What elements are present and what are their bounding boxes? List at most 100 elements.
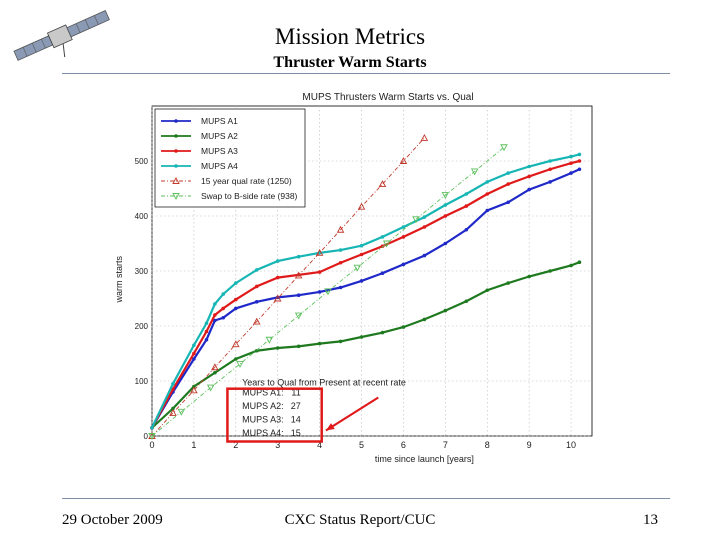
data-point — [315, 248, 324, 256]
data-point — [577, 152, 582, 157]
data-point — [172, 177, 180, 184]
data-point — [174, 164, 178, 168]
y-tick-label: 0 — [144, 432, 149, 441]
data-point — [192, 351, 196, 356]
y-axis-label: warm starts — [114, 256, 124, 304]
data-point — [527, 274, 531, 279]
satellite-icon — [13, 10, 110, 61]
data-point — [569, 263, 573, 268]
data-point — [443, 203, 448, 207]
chart-title: MUPS Thrusters Warm Starts vs. Qual — [302, 92, 473, 103]
data-point — [148, 433, 156, 440]
y-tick-label: 100 — [135, 377, 149, 386]
data-point — [172, 193, 180, 200]
data-point — [422, 317, 427, 322]
data-point — [171, 381, 175, 386]
data-point — [317, 341, 322, 346]
data-point — [399, 157, 408, 164]
annotation-row-label: MUPS A3: — [242, 414, 284, 424]
data-point — [171, 387, 175, 392]
data-point — [378, 180, 387, 188]
data-point — [422, 253, 427, 258]
data-point — [296, 344, 301, 349]
data-point — [412, 216, 420, 224]
legend-label: MUPS A2 — [201, 131, 238, 141]
footer-date: 29 October 2009 — [62, 512, 163, 528]
series-line — [151, 146, 505, 437]
annotation-row-value: 15 — [291, 428, 301, 438]
data-point — [234, 297, 238, 302]
legend-label: MUPS A3 — [201, 146, 238, 156]
data-point — [359, 243, 364, 248]
data-point — [359, 279, 364, 283]
data-point — [294, 271, 303, 279]
data-point — [577, 260, 582, 264]
data-point — [464, 192, 469, 196]
data-point — [548, 269, 552, 273]
y-tick-label: 200 — [135, 322, 149, 331]
data-point — [548, 159, 552, 163]
warm-starts-chart: MUPS Thrusters Warm Starts vs. Qual 0 1 2 3… — [114, 92, 593, 464]
data-point — [548, 167, 552, 172]
data-point — [273, 294, 282, 302]
data-point — [174, 149, 178, 153]
data-point — [253, 317, 261, 325]
data-point — [234, 306, 238, 311]
data-point — [353, 264, 362, 272]
x-tick-label: 10 — [566, 440, 576, 450]
data-point — [569, 171, 573, 175]
data-point — [338, 248, 343, 252]
x-tick-label: 3 — [275, 440, 280, 450]
annotation-row-label: MUPS A2: — [242, 401, 284, 411]
data-point — [206, 384, 215, 392]
data-point — [382, 240, 391, 248]
page-number: 13 — [643, 512, 658, 528]
bottom-divider — [62, 498, 670, 499]
annotation-row-label: MUPS A1: — [242, 387, 284, 397]
data-point — [569, 161, 573, 165]
data-point — [441, 192, 450, 200]
data-point — [577, 167, 582, 172]
data-point — [443, 214, 448, 218]
data-point — [527, 164, 531, 169]
annotation-row-value: 27 — [291, 401, 301, 411]
data-point — [171, 406, 175, 411]
top-divider — [62, 73, 670, 74]
data-point — [234, 281, 238, 285]
data-point — [464, 299, 469, 304]
data-point — [213, 318, 217, 323]
data-point — [506, 281, 510, 285]
data-point — [359, 335, 364, 339]
data-point — [232, 340, 240, 348]
data-point — [174, 119, 178, 123]
arrow-head — [325, 423, 335, 431]
x-tick-label: 0 — [149, 440, 154, 450]
data-point — [169, 408, 177, 416]
x-tick-label: 5 — [359, 440, 364, 450]
data-point — [569, 154, 573, 159]
data-point — [506, 182, 510, 186]
data-point — [464, 227, 469, 232]
data-point — [464, 204, 469, 208]
data-point — [338, 260, 343, 265]
data-point — [527, 187, 531, 192]
series-line — [151, 261, 580, 429]
data-point — [177, 408, 186, 416]
data-point — [401, 262, 406, 267]
annotation-row-value: 14 — [291, 414, 301, 424]
x-axis-label: time since launch [years] — [375, 454, 474, 464]
series-line — [151, 159, 580, 429]
series-line — [151, 168, 580, 429]
data-point — [336, 225, 345, 233]
data-point — [443, 241, 448, 246]
data-point — [265, 336, 274, 344]
data-point — [401, 325, 406, 329]
data-point — [213, 302, 217, 306]
data-point — [192, 343, 196, 348]
data-point — [221, 292, 226, 296]
data-point — [192, 357, 196, 361]
data-point — [359, 252, 364, 257]
y-tick-label: 400 — [135, 212, 149, 221]
data-point — [294, 312, 303, 320]
data-point — [485, 288, 490, 293]
